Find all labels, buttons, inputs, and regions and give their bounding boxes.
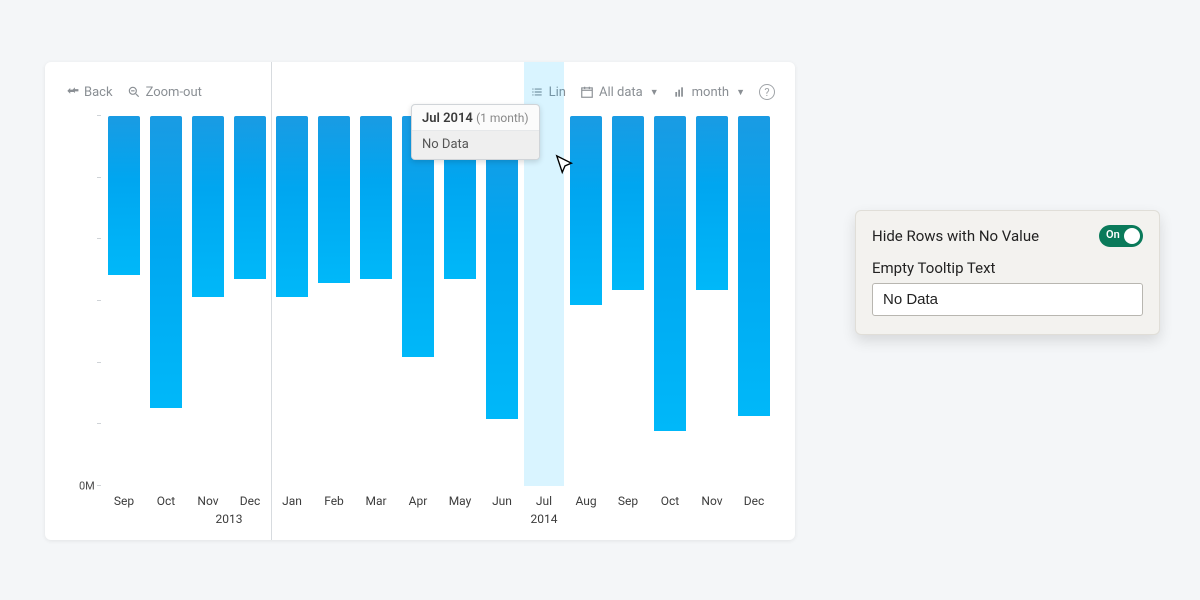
bars-container: SepOctNovDecJanFebMarAprMayJunJulAugSepO… <box>103 116 775 486</box>
tooltip-title: Jul 2014 <box>422 111 473 126</box>
zoom-out-icon <box>127 85 141 99</box>
back-label: Back <box>84 85 113 100</box>
x-axis-label: Jul <box>536 494 552 508</box>
bar-column[interactable]: Jan <box>271 116 313 486</box>
bar-column[interactable]: Dec <box>733 116 775 486</box>
tooltip-body: No Data <box>412 130 539 159</box>
bar <box>360 116 393 279</box>
tooltip-subtitle: (1 month) <box>476 111 529 125</box>
year-group-label: 2014 <box>531 512 558 526</box>
chart-toolbar: Back Zoom-out Lin All data ▼ month ▼ <box>45 80 795 104</box>
bar-column[interactable]: Sep <box>607 116 649 486</box>
bar <box>612 116 645 290</box>
x-axis-label: Mar <box>365 494 386 508</box>
x-axis-label: Sep <box>618 494 638 508</box>
bar <box>318 116 351 283</box>
bars-icon <box>673 85 687 99</box>
bar <box>276 116 309 297</box>
data-range-dropdown[interactable]: All data ▼ <box>580 85 659 100</box>
caret-down-icon: ▼ <box>736 87 745 98</box>
bar-column[interactable]: Dec <box>229 116 271 486</box>
caret-down-icon: ▼ <box>650 87 659 98</box>
chart-plot-area: SepOctNovDecJanFebMarAprMayJunJulAugSepO… <box>103 116 775 486</box>
bar <box>192 116 225 297</box>
help-button[interactable]: ? <box>759 84 775 100</box>
empty-tooltip-text-label: Empty Tooltip Text <box>872 259 1143 277</box>
bar-column[interactable]: Nov <box>187 116 229 486</box>
bar-column[interactable]: Oct <box>649 116 691 486</box>
bar-column[interactable]: Nov <box>691 116 733 486</box>
bar <box>108 116 141 275</box>
x-axis-label: Nov <box>701 494 722 508</box>
bar-column[interactable]: May <box>439 116 481 486</box>
chart-tooltip: Jul 2014 (1 month) No Data <box>411 104 540 160</box>
bar <box>486 116 519 419</box>
chart-card: Back Zoom-out Lin All data ▼ month ▼ <box>45 62 795 540</box>
empty-tooltip-text-input[interactable] <box>872 283 1143 316</box>
x-axis-label: Feb <box>324 494 344 508</box>
x-axis-label: May <box>449 494 472 508</box>
bar-column[interactable]: Feb <box>313 116 355 486</box>
back-button[interactable]: Back <box>65 85 113 100</box>
bar <box>234 116 267 279</box>
year-group-label: 2013 <box>216 512 243 526</box>
bar <box>696 116 729 290</box>
x-axis-label: Nov <box>197 494 218 508</box>
bar-column[interactable]: Sep <box>103 116 145 486</box>
hide-rows-toggle[interactable]: On <box>1099 225 1143 247</box>
bar <box>738 116 771 416</box>
x-axis-label: Aug <box>575 494 596 508</box>
y-axis-zero-label: 0M <box>79 480 95 493</box>
bar-column[interactable]: Oct <box>145 116 187 486</box>
bar-column[interactable]: Jun <box>481 116 523 486</box>
zoom-out-label: Zoom-out <box>146 85 202 100</box>
bar-column[interactable]: Mar <box>355 116 397 486</box>
x-axis-label: Dec <box>240 494 261 508</box>
bar <box>654 116 687 431</box>
x-axis-label: Jun <box>492 494 512 508</box>
calendar-icon <box>580 85 594 99</box>
zoom-out-button[interactable]: Zoom-out <box>127 85 202 100</box>
granularity-dropdown[interactable]: month ▼ <box>673 85 745 100</box>
x-axis-label: Oct <box>661 494 679 508</box>
granularity-label: month <box>692 85 729 100</box>
back-arrow-icon <box>65 85 79 99</box>
bar <box>570 116 603 305</box>
x-axis-label: Sep <box>114 494 134 508</box>
x-axis-label: Apr <box>409 494 428 508</box>
mouse-cursor-icon <box>554 154 576 182</box>
toggle-knob <box>1124 228 1140 244</box>
toggle-on-text: On <box>1106 228 1120 241</box>
data-range-label: All data <box>599 85 643 100</box>
x-axis-label: Dec <box>744 494 765 508</box>
x-axis-label: Oct <box>157 494 175 508</box>
x-axis-label: Jan <box>282 494 302 508</box>
bar-column[interactable]: Apr <box>397 116 439 486</box>
bar <box>150 116 183 408</box>
tooltip-settings-panel: Hide Rows with No Value On Empty Tooltip… <box>855 210 1160 335</box>
hide-rows-label: Hide Rows with No Value <box>872 227 1039 245</box>
